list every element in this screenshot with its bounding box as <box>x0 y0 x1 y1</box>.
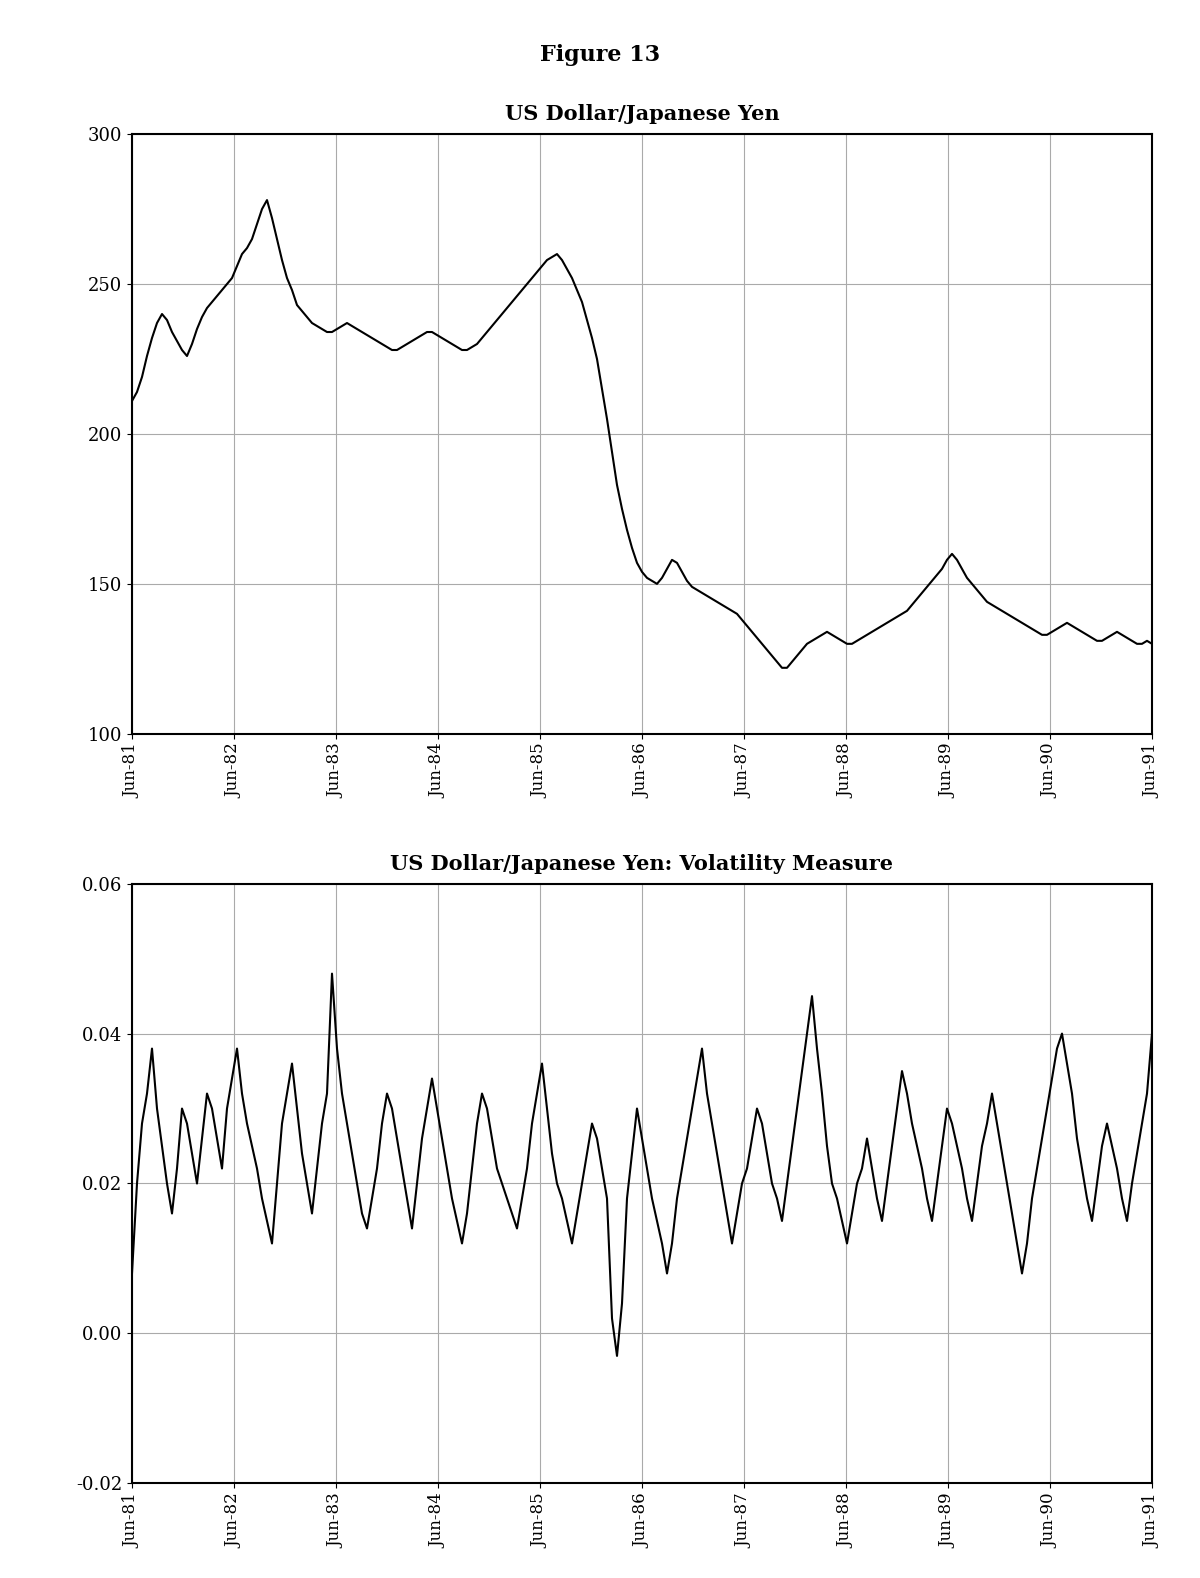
Title: US Dollar/Japanese Yen: Volatility Measure: US Dollar/Japanese Yen: Volatility Measu… <box>390 854 894 874</box>
Title: US Dollar/Japanese Yen: US Dollar/Japanese Yen <box>505 104 779 125</box>
Text: Figure 13: Figure 13 <box>540 44 660 66</box>
